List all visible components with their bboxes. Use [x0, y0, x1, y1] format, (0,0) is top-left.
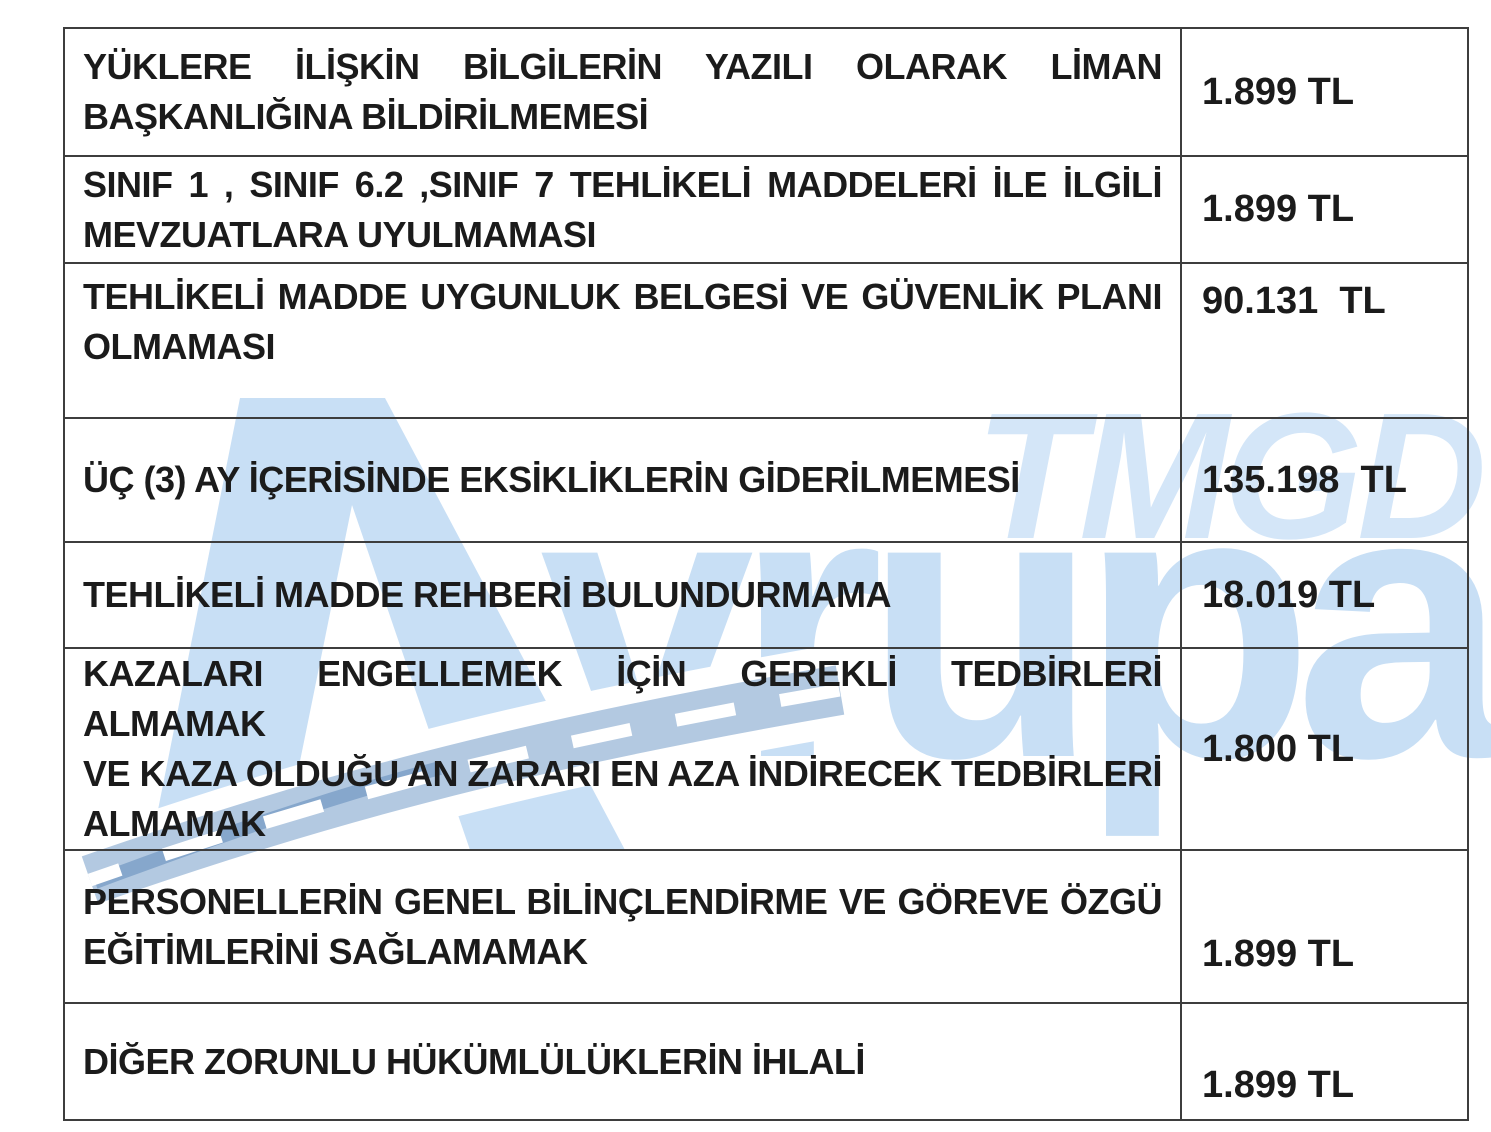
violation-cell: TEHLİKELİ MADDE REHBERİ BULUNDURMAMA — [63, 541, 1182, 649]
violation-line: TEHLİKELİ MADDE UYGUNLUK BELGESİ VE GÜVE… — [83, 276, 1163, 317]
table-row: ÜÇ (3) AY İÇERİSİNDE EKSİKLİKLERİN GİDER… — [63, 417, 1469, 543]
penalty-cell: 90.131 TL — [1180, 262, 1469, 419]
penalty-cell: 18.019 TL — [1180, 541, 1469, 649]
penalty-amount: 1.899 TL — [1202, 933, 1355, 975]
violation-line: SINIF 1 , SINIF 6.2 ,SINIF 7 TEHLİKELİ M… — [83, 163, 1163, 205]
penalty-cell: 1.899 TL — [1180, 27, 1469, 157]
violation-line: KAZALARI ENGELLEMEK İÇİN GEREKLİ TEDBİRL… — [83, 653, 1163, 744]
violation-line: ALMAMAK — [83, 803, 266, 844]
table-row: TEHLİKELİ MADDE REHBERİ BULUNDURMAMA 18.… — [63, 541, 1469, 649]
violation-line: PERSONELLERİN GENEL BİLİNÇLENDİRME VE GÖ… — [83, 880, 1163, 922]
penalty-amount: 1.800 TL — [1202, 727, 1355, 770]
table-row: TEHLİKELİ MADDE UYGUNLUK BELGESİ VE GÜVE… — [63, 262, 1469, 419]
violation-cell: DİĞER ZORUNLU HÜKÜMLÜLÜKLERİN İHLALİ — [63, 1002, 1182, 1121]
violation-line: BAŞKANLIĞINA BİLDİRİLMEMESİ — [83, 96, 649, 137]
penalty-cell: 1.899 TL — [1180, 155, 1469, 264]
penalty-amount: 1.899 TL — [1202, 70, 1355, 113]
penalty-amount: 1.899 TL — [1202, 1064, 1355, 1106]
violation-cell: TEHLİKELİ MADDE UYGUNLUK BELGESİ VE GÜVE… — [63, 262, 1182, 419]
penalty-amount: 1.899 TL — [1202, 188, 1355, 230]
table-row: DİĞER ZORUNLU HÜKÜMLÜLÜKLERİN İHLALİ 1.8… — [63, 1002, 1469, 1121]
table-row: YÜKLERE İLİŞKİN BİLGİLERİN YAZILI OLARAK… — [63, 27, 1469, 157]
penalty-cell: 1.899 TL — [1180, 1002, 1469, 1121]
penalty-cell: 135.198 TL — [1180, 417, 1469, 543]
violation-line: VE KAZA OLDUĞU AN ZARARI EN AZA İNDİRECE… — [83, 753, 1163, 794]
violation-line: TEHLİKELİ MADDE REHBERİ BULUNDURMAMA — [83, 574, 891, 615]
penalty-amount: 135.198 TL — [1202, 458, 1407, 501]
violation-line: ÜÇ (3) AY İÇERİSİNDE EKSİKLİKLERİN GİDER… — [83, 459, 1020, 500]
violation-cell: ÜÇ (3) AY İÇERİSİNDE EKSİKLİKLERİN GİDER… — [63, 417, 1182, 543]
violation-line: MEVZUATLARA UYULMAMASI — [83, 213, 596, 255]
table-row: PERSONELLERİN GENEL BİLİNÇLENDİRME VE GÖ… — [63, 849, 1469, 1004]
table-row: SINIF 1 , SINIF 6.2 ,SINIF 7 TEHLİKELİ M… — [63, 155, 1469, 264]
violation-line: YÜKLERE İLİŞKİN BİLGİLERİN YAZILI OLARAK… — [83, 46, 1163, 87]
penalty-cell: 1.899 TL — [1180, 849, 1469, 1004]
penalty-amount: 18.019 TL — [1202, 573, 1376, 616]
penalty-table: YÜKLERE İLİŞKİN BİLGİLERİN YAZILI OLARAK… — [63, 27, 1469, 1121]
violation-cell: SINIF 1 , SINIF 6.2 ,SINIF 7 TEHLİKELİ M… — [63, 155, 1182, 264]
penalty-cell: 1.800 TL — [1180, 647, 1469, 851]
violation-line: DİĞER ZORUNLU HÜKÜMLÜLÜKLERİN İHLALİ — [83, 1040, 865, 1082]
violation-line: EĞİTİMLERİNİ SAĞLAMAMAK — [83, 930, 588, 972]
violation-cell: PERSONELLERİN GENEL BİLİNÇLENDİRME VE GÖ… — [63, 849, 1182, 1004]
penalty-amount: 90.131 TL — [1202, 280, 1386, 322]
violation-cell: KAZALARI ENGELLEMEK İÇİN GEREKLİ TEDBİRL… — [63, 647, 1182, 851]
table-row: KAZALARI ENGELLEMEK İÇİN GEREKLİ TEDBİRL… — [63, 647, 1469, 851]
violation-line: OLMAMASI — [83, 326, 275, 367]
violation-cell: YÜKLERE İLİŞKİN BİLGİLERİN YAZILI OLARAK… — [63, 27, 1182, 157]
